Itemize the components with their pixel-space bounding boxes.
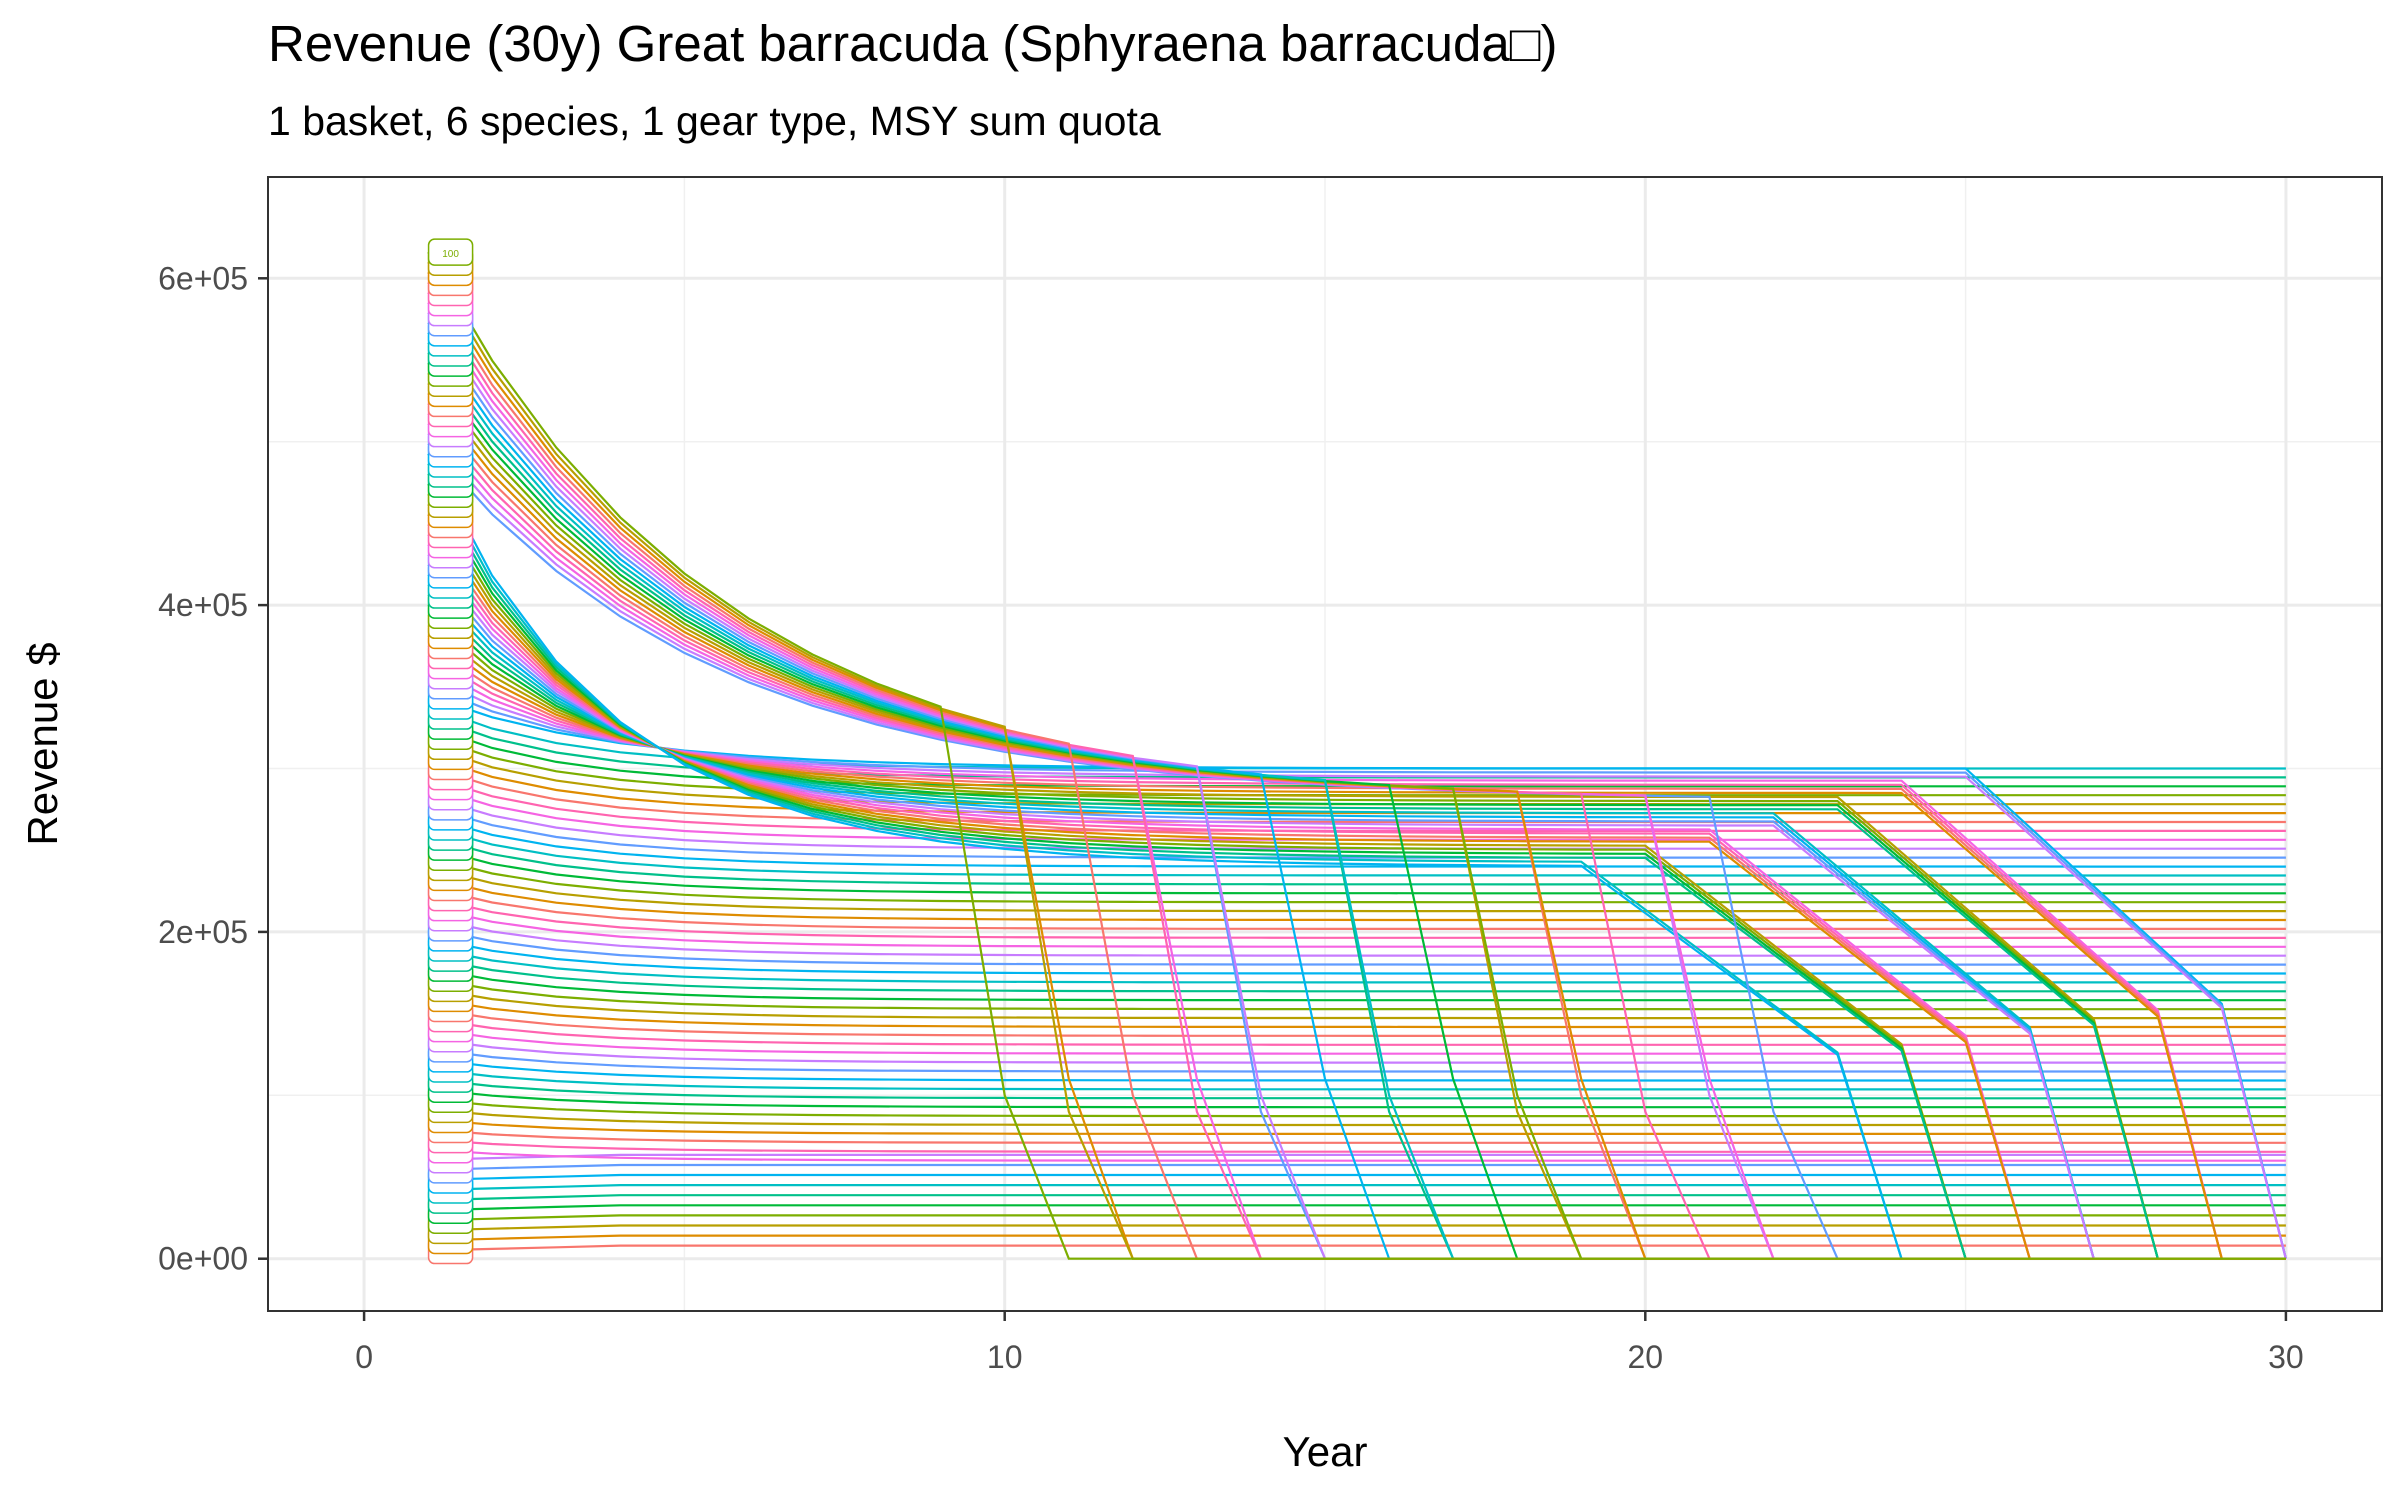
series-line <box>428 1214 2286 1222</box>
series-line <box>428 1037 2286 1064</box>
series-line <box>428 1017 2286 1046</box>
series-line <box>427 564 2286 1260</box>
series-line <box>428 967 2286 1002</box>
series-label-text: 100 <box>442 249 459 260</box>
series-line <box>428 997 2286 1029</box>
y-tick-label: 4e+05 <box>158 587 248 623</box>
x-tick-label: 30 <box>2268 1339 2304 1375</box>
series-line <box>428 1108 2286 1127</box>
series-line <box>428 1128 2286 1144</box>
series-line <box>427 936 2286 975</box>
series-line <box>427 916 2286 957</box>
series-line <box>428 987 2286 1020</box>
chart-title: Revenue (30y) Great barracuda (Sphyraena… <box>268 15 1558 72</box>
series-line <box>428 977 2286 1011</box>
x-tick-label: 10 <box>987 1339 1023 1375</box>
series-line <box>427 926 2286 966</box>
y-axis-title: Revenue $ <box>19 642 66 845</box>
series-line <box>427 574 2286 1260</box>
series-line <box>428 1078 2286 1100</box>
series-labels: 100 <box>427 238 474 1265</box>
series-line <box>428 1098 2286 1118</box>
series-label-box <box>427 238 474 266</box>
series-line <box>427 554 2286 1260</box>
series-line <box>428 1234 2286 1242</box>
y-tick-label: 6e+05 <box>158 260 248 296</box>
series-line <box>427 594 2286 1260</box>
series-lines <box>427 251 2287 1260</box>
series-line <box>427 765 2286 824</box>
series-line <box>427 694 2287 1259</box>
series-line <box>427 634 2286 1260</box>
plot-border <box>267 176 2383 1312</box>
y-tick-label: 2e+05 <box>158 914 248 950</box>
series-line <box>428 1244 2286 1252</box>
series-line <box>427 775 2286 832</box>
series-line <box>428 1224 2286 1232</box>
series-line <box>427 815 2286 868</box>
series-line <box>427 584 2286 1260</box>
series-line <box>427 644 2286 1260</box>
x-tick-label: 0 <box>355 1339 373 1375</box>
chart-subtitle: 1 basket, 6 species, 1 gear type, MSY su… <box>268 98 1161 144</box>
series-line <box>427 614 2286 1260</box>
series-line <box>427 624 2286 1260</box>
series-line <box>427 513 2286 1260</box>
x-tick-label: 20 <box>1628 1339 1664 1375</box>
series-line <box>427 846 2286 895</box>
series-line <box>428 1194 2286 1202</box>
series-line <box>427 825 2286 877</box>
series-line <box>427 251 2286 1260</box>
series-line <box>427 674 2287 1259</box>
series-line <box>427 886 2286 930</box>
series-line <box>428 1153 2286 1161</box>
series-line <box>428 1027 2286 1055</box>
series-line <box>427 604 2286 1260</box>
series-line <box>428 1138 2286 1153</box>
y-tick-label: 0e+00 <box>158 1241 248 1277</box>
series-line <box>428 1204 2286 1212</box>
x-axis-title: Year <box>1283 1428 1368 1475</box>
series-line <box>427 866 2286 913</box>
series-line <box>427 684 2287 1259</box>
series-line <box>427 664 2286 1260</box>
series-line <box>428 1067 2286 1091</box>
series-line <box>428 1173 2286 1181</box>
series-line <box>427 856 2286 904</box>
series-line <box>428 1118 2286 1135</box>
series-line <box>428 1088 2286 1109</box>
series-line <box>428 1184 2286 1192</box>
series-line <box>428 1007 2286 1037</box>
series-line <box>427 836 2286 886</box>
series-line <box>428 1148 2286 1162</box>
series-line <box>428 1163 2286 1171</box>
